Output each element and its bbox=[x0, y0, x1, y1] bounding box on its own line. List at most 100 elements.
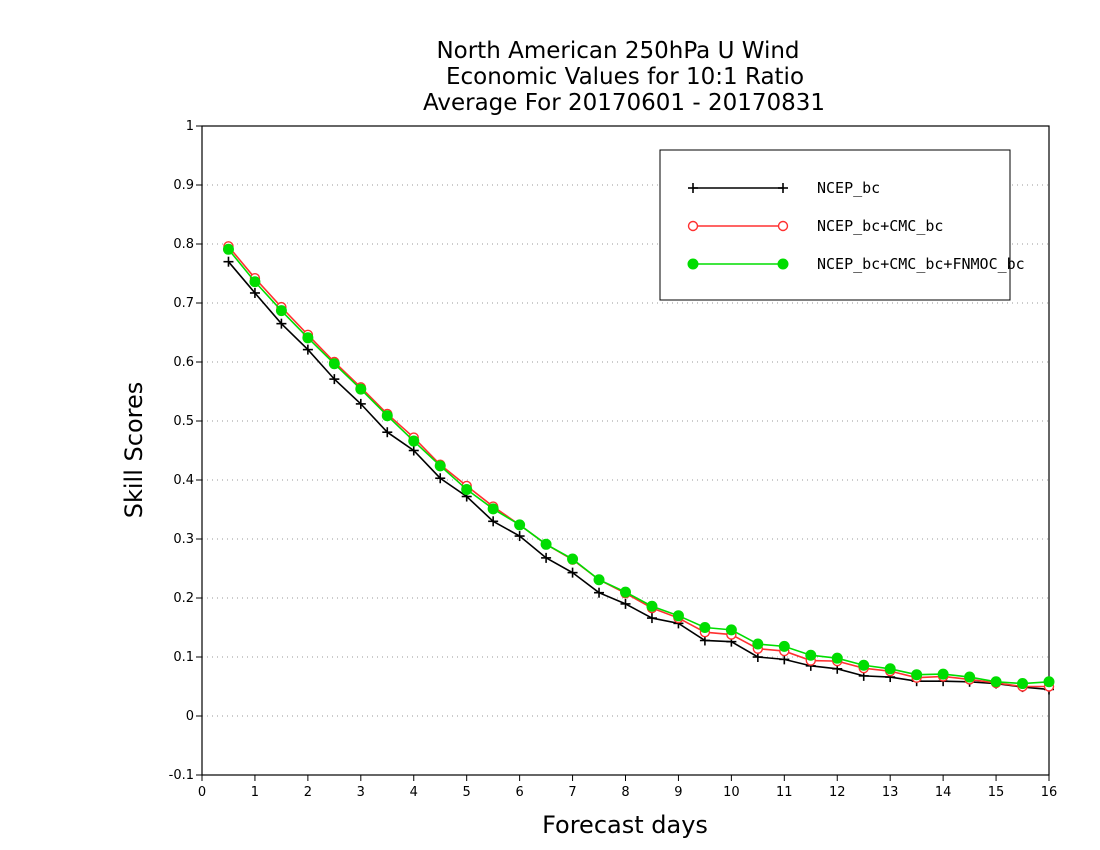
x-tick-label: 0 bbox=[198, 785, 206, 800]
data-point bbox=[434, 460, 446, 472]
legend-marker bbox=[688, 183, 698, 193]
data-point bbox=[831, 652, 843, 664]
x-tick-label: 14 bbox=[935, 785, 952, 800]
data-point bbox=[778, 640, 790, 652]
data-point bbox=[329, 374, 340, 385]
series-line bbox=[227, 245, 1049, 688]
legend-label: NCEP_bc bbox=[817, 179, 880, 197]
series-1 bbox=[223, 241, 1055, 692]
data-point bbox=[328, 358, 340, 370]
legend-box bbox=[659, 149, 1011, 301]
data-point bbox=[355, 383, 367, 395]
data-point bbox=[646, 600, 658, 612]
data-point bbox=[672, 610, 684, 622]
data-point bbox=[302, 332, 314, 344]
data-point bbox=[884, 663, 896, 675]
data-point bbox=[937, 668, 949, 680]
chart-title: North American 250hPa U Wind Economic Va… bbox=[423, 38, 825, 116]
y-tick-label: 0.5 bbox=[173, 414, 194, 429]
data-point bbox=[567, 567, 578, 578]
x-tick-label: 9 bbox=[674, 785, 682, 800]
y-tick-label: 0.6 bbox=[173, 355, 194, 370]
x-tick-label: 16 bbox=[1041, 785, 1058, 800]
x-tick-label: 6 bbox=[515, 785, 523, 800]
legend-label: NCEP_bc+CMC_bc+FNMOC_bc bbox=[817, 255, 1025, 273]
data-point bbox=[593, 574, 605, 586]
data-point bbox=[249, 287, 260, 298]
data-point bbox=[487, 503, 499, 515]
data-point bbox=[514, 519, 526, 531]
data-point bbox=[620, 598, 631, 609]
data-point bbox=[699, 622, 711, 633]
y-tick-label: 0.8 bbox=[173, 237, 194, 252]
y-tick-label: 0.9 bbox=[173, 178, 194, 193]
data-point bbox=[408, 445, 419, 456]
data-point bbox=[567, 553, 579, 565]
data-point bbox=[381, 410, 393, 422]
chart-title-line-1: North American 250hPa U Wind bbox=[436, 38, 799, 64]
x-tick-label: 5 bbox=[463, 785, 471, 800]
data-point bbox=[1043, 676, 1055, 688]
x-tick-label: 4 bbox=[410, 785, 418, 800]
x-tick-label: 15 bbox=[988, 785, 1005, 800]
data-point bbox=[223, 256, 234, 267]
y-tick-label: 0.1 bbox=[173, 650, 194, 665]
data-point bbox=[725, 624, 737, 636]
data-point bbox=[276, 318, 287, 329]
legend: NCEP_bc NCEP_bc+CMC_bc NCEP_bc+CMC_bc+FNMO… bbox=[659, 149, 1025, 301]
data-point bbox=[488, 516, 499, 527]
data-point bbox=[620, 586, 631, 598]
data-point bbox=[541, 552, 552, 563]
legend-marker bbox=[778, 183, 788, 193]
data-point bbox=[752, 638, 764, 650]
data-point bbox=[461, 483, 473, 495]
x-tick-label: 12 bbox=[829, 785, 846, 800]
data-point bbox=[540, 538, 552, 550]
x-tick-label: 1 bbox=[251, 785, 259, 800]
series bbox=[222, 241, 1055, 695]
plot-frame bbox=[201, 125, 1050, 776]
series-2 bbox=[222, 243, 1055, 690]
data-point bbox=[382, 427, 393, 438]
legend-entry-0: NCEP_bc bbox=[688, 179, 880, 197]
data-point bbox=[514, 531, 525, 542]
legend-entry-2: NCEP_bc+CMC_bc+FNMOC_bc bbox=[687, 255, 1025, 273]
data-point bbox=[911, 669, 923, 681]
y-tick-label: 0.2 bbox=[173, 591, 194, 606]
x-tick-label: 11 bbox=[776, 785, 793, 800]
x-tick-label: 7 bbox=[568, 785, 576, 800]
legend-marker bbox=[777, 220, 789, 232]
data-point bbox=[1017, 678, 1029, 690]
x-tick-label: 2 bbox=[304, 785, 312, 800]
data-point bbox=[355, 398, 366, 409]
series-0 bbox=[223, 256, 1054, 695]
y-tick-label: -0.1 bbox=[169, 768, 194, 783]
x-tick-label: 13 bbox=[882, 785, 899, 800]
data-point bbox=[302, 344, 313, 355]
data-point bbox=[222, 243, 234, 255]
x-tick-label: 10 bbox=[723, 785, 740, 800]
x-tick-label: 8 bbox=[621, 785, 629, 800]
series-line bbox=[227, 248, 1050, 685]
chart-title-line-3: Average For 20170601 - 20170831 bbox=[423, 90, 825, 116]
axes bbox=[196, 125, 1050, 781]
data-point bbox=[646, 613, 657, 624]
x-tick-label: 3 bbox=[357, 785, 365, 800]
data-point bbox=[594, 587, 605, 598]
y-tick-label: 0.7 bbox=[173, 296, 194, 311]
data-point bbox=[435, 473, 446, 484]
y-tick-label: 0 bbox=[186, 709, 194, 724]
data-point bbox=[858, 659, 870, 671]
data-point bbox=[805, 649, 817, 661]
y-tick-label: 0.4 bbox=[173, 473, 194, 488]
data-point bbox=[249, 276, 261, 288]
legend-marker bbox=[687, 220, 699, 232]
y-tick-label: 1 bbox=[186, 119, 194, 134]
series-line bbox=[227, 261, 1050, 691]
legend-marker bbox=[777, 258, 789, 270]
legend-label: NCEP_bc+CMC_bc bbox=[817, 217, 943, 235]
tick-labels: -0.100.10.20.30.40.50.60.70.80.910 1 2 3 4 5 6… bbox=[169, 119, 1058, 800]
x-axis-label: Forecast days bbox=[542, 811, 708, 839]
legend-entry-1: NCEP_bc+CMC_bc bbox=[687, 217, 943, 235]
